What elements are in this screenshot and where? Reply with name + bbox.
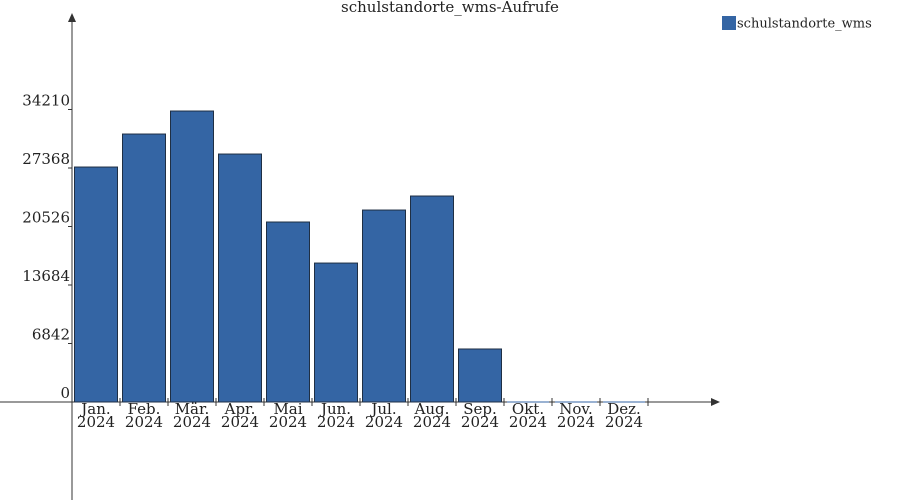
bar xyxy=(122,133,166,403)
x-tick-label: Feb. 2024 xyxy=(125,400,163,431)
bar xyxy=(170,110,214,403)
bar xyxy=(218,153,262,403)
y-axis-arrow xyxy=(68,13,76,22)
x-tick-label: Nov. 2024 xyxy=(557,400,595,431)
bar xyxy=(266,221,310,403)
chart-title: schulstandorte_wms-Aufrufe xyxy=(341,0,559,16)
x-tick-label: Jul. 2024 xyxy=(365,400,403,431)
x-tick-label: Mai 2024 xyxy=(269,400,307,431)
y-tick-label: 20526 xyxy=(22,208,70,226)
y-tick-label: 6842 xyxy=(32,325,70,343)
y-tick-label: 34210 xyxy=(22,91,70,109)
y-tick-label: 0 xyxy=(60,384,70,402)
x-axis-arrow xyxy=(711,398,720,406)
y-tick-label: 13684 xyxy=(22,267,70,285)
bar xyxy=(458,348,502,403)
bar xyxy=(362,209,406,403)
x-tick-label: Sep. 2024 xyxy=(461,400,499,431)
x-tick-label: Dez. 2024 xyxy=(605,400,643,431)
x-tick-label: Mär. 2024 xyxy=(173,400,211,431)
legend-label: schulstandorte_wms xyxy=(737,17,872,32)
x-tick-label: Jan. 2024 xyxy=(77,400,115,431)
x-tick-label: Okt. 2024 xyxy=(509,400,547,431)
y-tick-label: 27368 xyxy=(22,150,70,168)
x-tick-label: Jun. 2024 xyxy=(317,400,355,431)
bar xyxy=(74,166,118,403)
legend-swatch xyxy=(722,16,736,30)
x-tick-label: Apr. 2024 xyxy=(221,400,259,431)
bar xyxy=(314,262,358,403)
x-tick-label: Aug. 2024 xyxy=(413,400,451,431)
bar xyxy=(410,195,454,403)
